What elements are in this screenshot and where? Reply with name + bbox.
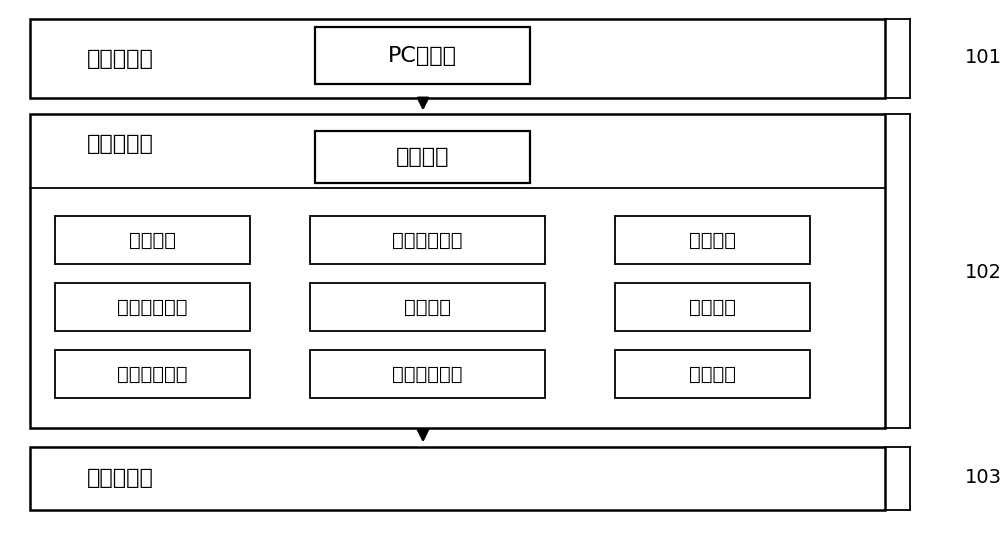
Text: 用户模块: 用户模块 — [396, 147, 449, 167]
Text: 103: 103 — [965, 469, 1000, 487]
Text: 用户视图层: 用户视图层 — [87, 49, 153, 69]
Bar — [30, 114, 885, 428]
Text: 102: 102 — [965, 263, 1000, 282]
Text: PC客户端: PC客户端 — [388, 46, 457, 66]
Text: 登录验证: 登录验证 — [129, 231, 176, 250]
Text: 数据项目管理: 数据项目管理 — [392, 231, 463, 250]
Bar — [55, 216, 250, 264]
Bar — [315, 131, 530, 183]
Bar — [30, 447, 885, 510]
Bar — [615, 350, 810, 398]
Text: 101: 101 — [965, 48, 1000, 66]
Text: 系统管理: 系统管理 — [689, 231, 736, 250]
Text: 执行日志记录: 执行日志记录 — [117, 365, 188, 384]
Bar — [55, 283, 250, 331]
Text: 校验查询: 校验查询 — [689, 365, 736, 384]
Bar — [310, 350, 545, 398]
Bar — [615, 283, 810, 331]
Text: 业务逻辑层: 业务逻辑层 — [87, 135, 153, 154]
Text: 数据访问层: 数据访问层 — [87, 468, 153, 488]
Bar — [315, 27, 530, 84]
Bar — [55, 350, 250, 398]
Text: 统计数据存储: 统计数据存储 — [392, 365, 463, 384]
Text: 执行进度记录: 执行进度记录 — [117, 298, 188, 317]
Text: 定时停止: 定时停止 — [689, 298, 736, 317]
Bar — [310, 283, 545, 331]
Bar — [310, 216, 545, 264]
Bar — [615, 216, 810, 264]
Bar — [30, 19, 885, 98]
Text: 数据脱敏: 数据脱敏 — [404, 298, 451, 317]
